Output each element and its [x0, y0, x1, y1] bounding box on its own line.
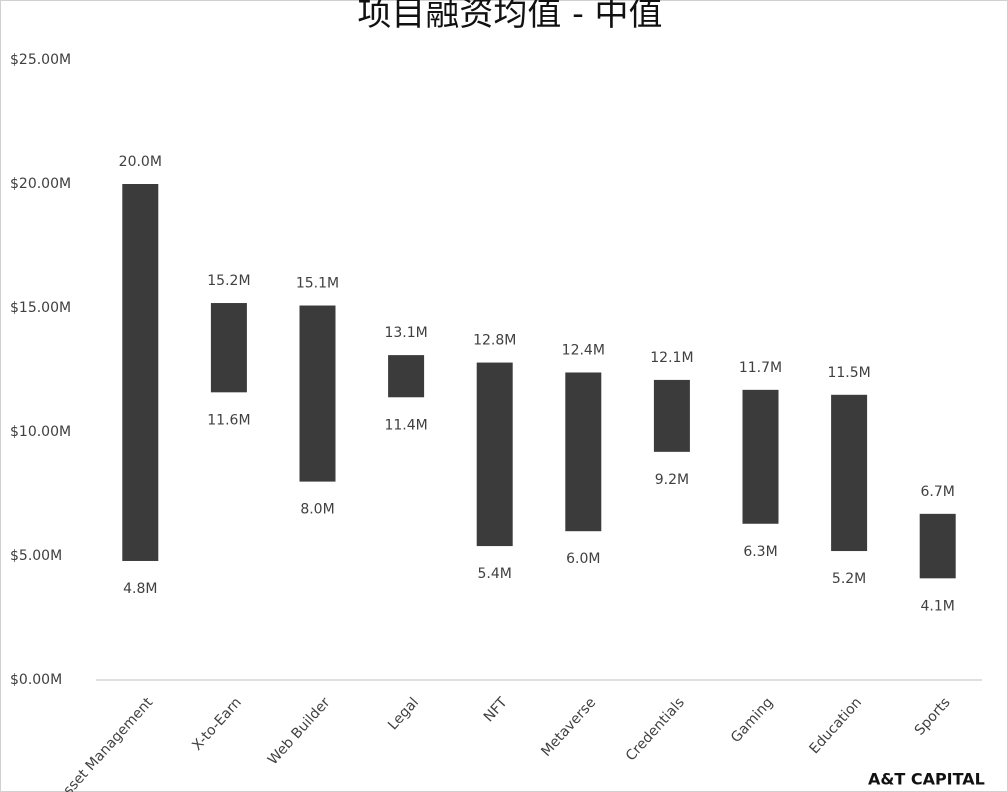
value-label: 20.0M [119, 154, 162, 170]
bar [565, 372, 602, 532]
bar [919, 513, 956, 579]
y-tick-label: $5.00M [10, 548, 62, 564]
bar [299, 305, 336, 482]
value-label: 4.8M [123, 581, 157, 597]
value-label: 15.2M [207, 273, 250, 289]
bar [653, 379, 690, 452]
value-label: 6.3M [743, 544, 777, 560]
y-tick-label: $0.00M [10, 672, 62, 688]
value-label: 15.1M [296, 276, 339, 292]
value-label: 9.2M [655, 472, 689, 488]
bar [210, 303, 247, 393]
y-tick-label: $15.00M [10, 300, 71, 316]
value-label: 11.6M [207, 412, 250, 428]
bar [742, 389, 779, 524]
value-label: 6.0M [566, 551, 600, 567]
value-label: 8.0M [300, 502, 334, 518]
y-tick-label: $20.00M [10, 176, 71, 192]
value-label: 4.1M [921, 598, 955, 614]
bar [122, 184, 159, 561]
value-label: 13.1M [384, 325, 427, 341]
value-label: 11.4M [384, 417, 427, 433]
logo: A&T CAPITAL [868, 770, 985, 789]
y-tick-label: $25.00M [10, 52, 71, 68]
value-label: 6.7M [921, 484, 955, 500]
value-label: 5.2M [832, 571, 866, 587]
value-label: 5.4M [478, 566, 512, 582]
value-label: 12.4M [562, 342, 605, 358]
bar [388, 355, 425, 398]
value-label: 11.7M [739, 360, 782, 376]
value-label: 12.1M [650, 350, 693, 366]
value-label: 12.8M [473, 333, 516, 349]
y-tick-label: $10.00M [10, 424, 71, 440]
chart-title: 项目融资均值 - 中值 [357, 0, 662, 34]
value-label: 11.5M [827, 365, 870, 381]
bar [831, 394, 868, 552]
bar [476, 362, 513, 547]
